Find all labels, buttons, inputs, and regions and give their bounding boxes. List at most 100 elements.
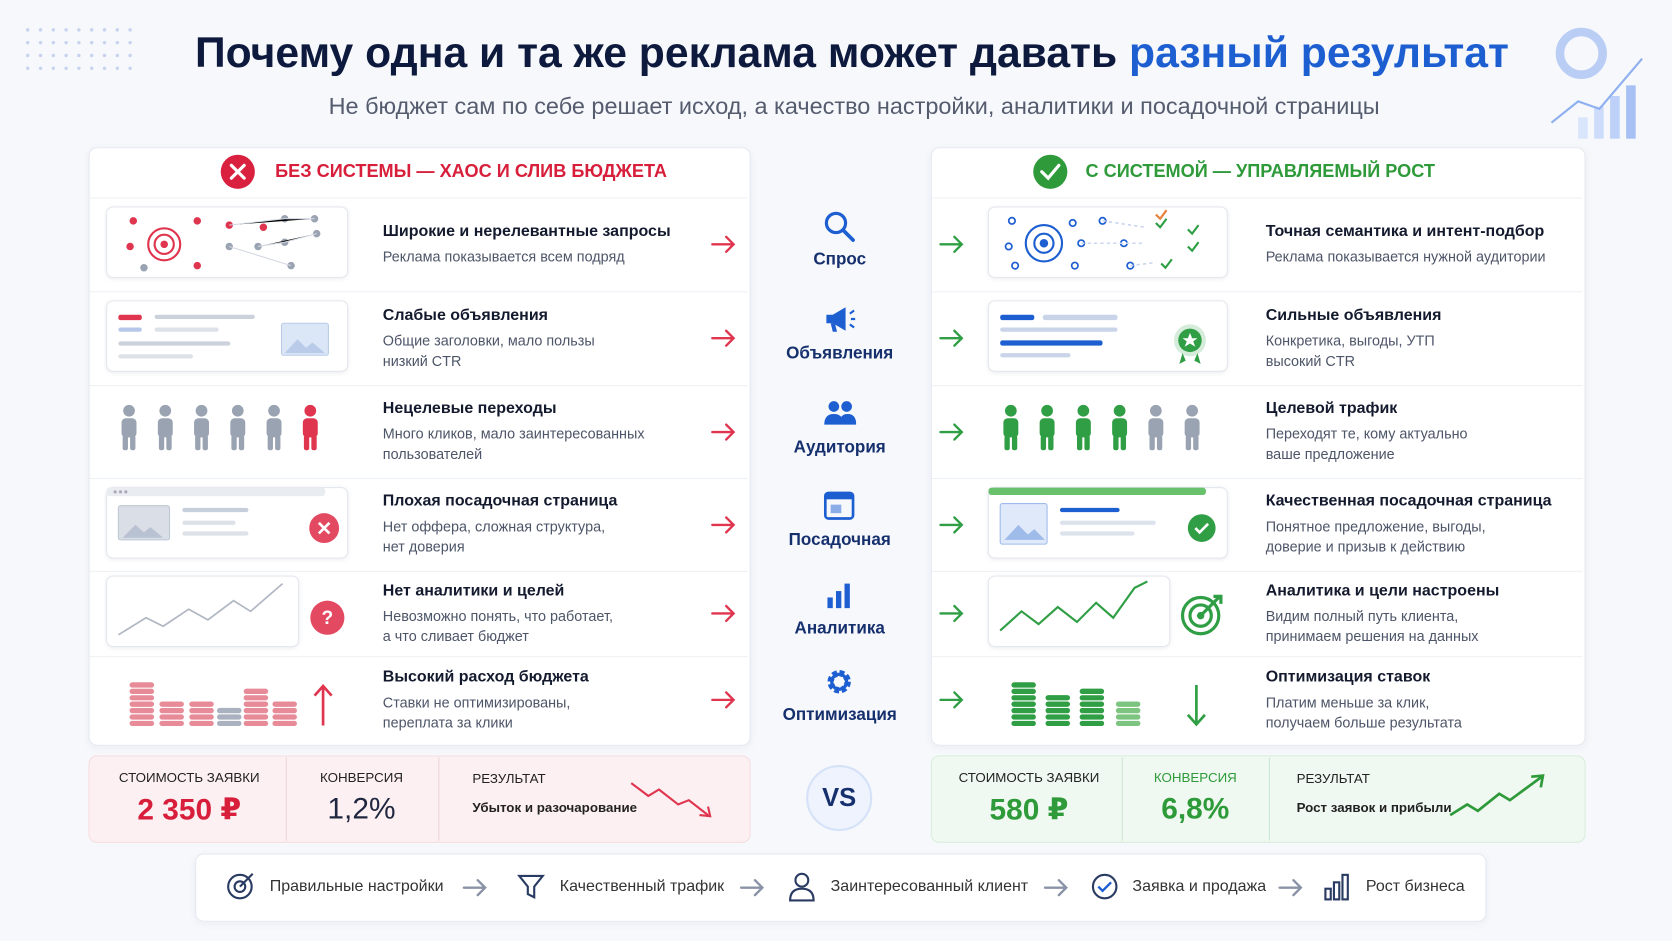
decoration (310, 600, 345, 635)
decoration (38, 53, 43, 58)
decoration (1044, 713, 1072, 721)
row-divider (89, 291, 748, 293)
decoration (794, 872, 810, 888)
decoration (77, 53, 81, 58)
decoration (182, 530, 249, 536)
decoration (1179, 353, 1201, 364)
decoration (231, 434, 237, 450)
decoration (202, 434, 208, 450)
icon (227, 873, 254, 900)
arrow (710, 601, 738, 627)
icon (121, 404, 318, 450)
decoration (239, 873, 254, 888)
decoration (230, 417, 246, 437)
decoration (999, 580, 1148, 632)
decoration (158, 719, 186, 728)
decoration (26, 53, 30, 58)
decoration (1011, 261, 1020, 270)
row-divider (931, 385, 1583, 387)
row-text: Реклама показывается всем подряд (382, 248, 625, 265)
icon (824, 211, 855, 242)
bad-summary (88, 755, 751, 843)
category-label: Посадочная (788, 530, 891, 549)
arrow (710, 419, 738, 445)
good-text: Сильные объявления Конкретика, выгоды, УТ… (1266, 291, 1442, 385)
row-text: переплата за клики (382, 714, 513, 731)
decoration (130, 434, 136, 450)
good-illustration (985, 391, 1237, 470)
decoration (89, 28, 94, 32)
decoration (89, 53, 94, 58)
arrow (710, 325, 738, 351)
icon (1010, 681, 1206, 728)
decoration (113, 489, 117, 493)
decoration (1113, 434, 1119, 450)
decoration (1113, 404, 1126, 417)
flow-step: Заинтересованный клиент (830, 876, 1029, 896)
good-illustration (985, 298, 1237, 377)
decoration (939, 422, 964, 441)
icon (987, 300, 1228, 372)
category-label: Аналитика (794, 619, 885, 639)
decoration (38, 28, 43, 32)
decoration (312, 229, 321, 238)
icon (711, 515, 736, 534)
decoration (1120, 434, 1127, 450)
row-text: Нет оффера, сложная структура, (382, 518, 606, 535)
decoration (1004, 242, 1013, 251)
icon: ? (106, 575, 345, 648)
decoration (1044, 706, 1072, 715)
decoration (1011, 434, 1018, 450)
decoration (154, 314, 255, 320)
decoration (830, 504, 842, 513)
icon (711, 329, 736, 347)
decoration (1076, 434, 1083, 450)
row-text: получаем больше результата (1265, 714, 1462, 731)
decoration (1033, 232, 1055, 254)
decoration (38, 66, 43, 70)
row-text: Переходят те, кому актуально (1265, 425, 1468, 442)
row-text: Невозможно понять, что работает, (382, 607, 613, 624)
decoration (118, 327, 142, 332)
row-text: пользователей (382, 445, 483, 462)
decoration (267, 434, 273, 450)
flow-bar (195, 853, 1487, 922)
decoration (1078, 694, 1106, 702)
metric-label: КОНВЕРСИЯ (319, 770, 403, 786)
icon (1278, 879, 1303, 897)
decoration (1186, 404, 1198, 417)
decoration (64, 66, 68, 70)
bad-illustration (103, 484, 355, 563)
category-icon (822, 396, 857, 430)
decoration (1010, 713, 1037, 721)
metric-value: 1,2% (327, 791, 396, 825)
decoration (194, 417, 209, 437)
divider (1268, 757, 1270, 841)
decoration (140, 264, 148, 272)
decoration (1070, 261, 1079, 270)
decoration (1068, 218, 1077, 228)
decoration (259, 223, 268, 231)
decoration (1185, 434, 1192, 450)
decoration (227, 873, 253, 900)
good-icon (1033, 154, 1068, 189)
decoration (1188, 603, 1213, 628)
icon (711, 604, 736, 623)
icon (711, 422, 736, 441)
decoration (1004, 404, 1017, 417)
decoration (1156, 434, 1163, 450)
decoration (115, 53, 119, 58)
decoration (1077, 404, 1090, 417)
good-heading: С СИСТЕМОЙ — УПРАВЛЯЕМЫЙ РОСТ (1085, 161, 1435, 182)
decoration (1004, 434, 1010, 450)
bad-text: Плохая посадочная страница Нет оффера, сл… (383, 478, 618, 571)
decoration (1155, 209, 1168, 221)
decoration (1003, 417, 1019, 437)
decoration (106, 487, 326, 496)
icon (939, 604, 964, 623)
category-icon (822, 665, 856, 699)
flow-step: Правильные настройки (269, 876, 444, 896)
subtitle: Не бюджет сам по себе решает исход, а ка… (328, 92, 1380, 120)
decoration (711, 515, 736, 534)
